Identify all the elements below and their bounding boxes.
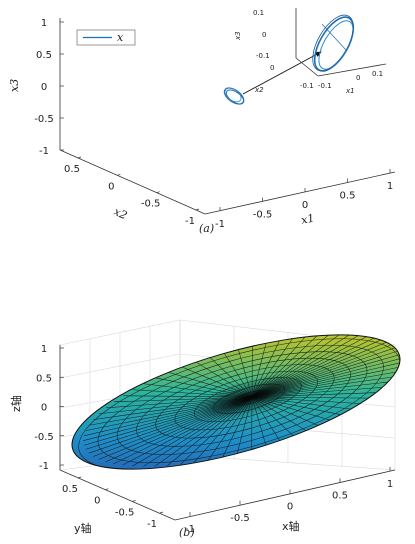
- a-y-tick-label-0: 0.5: [64, 164, 80, 175]
- b-surface: [71, 327, 414, 472]
- b-y-tick-label-1: 0: [94, 496, 100, 507]
- a-x-ticks: -1 -0.5 0 0.5 1: [215, 169, 393, 230]
- a-z-tick-label-1: 0.5: [36, 50, 52, 61]
- panel-a: 1 0.5 0 -0.5 -1 0.5 0 -0.5 -1 -1 -0.5 0 0.5 1 x3 x2…: [8, 8, 396, 235]
- b-y-tick-mark-3: [159, 511, 164, 514]
- a-y-tick-label-1: 0: [108, 181, 114, 192]
- a-inset-z-label: x3: [234, 31, 242, 41]
- a-x-tick-label-4: 1: [387, 181, 393, 192]
- a-inset-ytick-1: -0.1: [300, 82, 314, 90]
- a-z-tick-label-4: -1: [39, 146, 49, 157]
- a-inset-ytick-0: 0: [270, 64, 274, 72]
- b-x-tick-label-4: 1: [387, 479, 393, 490]
- a-inset-xtick-1: 0: [356, 74, 360, 82]
- a-z-tick-label-2: 0: [41, 82, 47, 93]
- a-z-ticks: 1 0.5 0 -0.5 -1: [34, 18, 64, 157]
- a-x-tick-label-3: 0.5: [340, 191, 356, 202]
- b-y-tick-label-3: -1: [147, 519, 157, 530]
- panel-b: 1 0.5 0 -0.5 -1 0.5 0 -0.5 -1 -1 -0.5 0 0.5 1 z轴 y轴…: [9, 319, 414, 539]
- a-y-axis-line: [59, 149, 206, 215]
- a-inset-x-label: x1: [345, 87, 355, 95]
- a-inset: 0.1 0 -0.1 x3 0 -0.1 x2 -0.1 0 0.1 x1: [234, 8, 387, 95]
- a-x-label: x1: [300, 211, 316, 226]
- a-y-tick-mark-2: [156, 191, 160, 193]
- a-x-tick-label-2: 0: [302, 200, 308, 211]
- b-x-label: x轴: [282, 519, 300, 533]
- a-y-ticks: 0.5 0 -0.5 -1: [64, 156, 200, 227]
- a-legend-label: x: [117, 31, 124, 44]
- a-inset-ztick-2: -0.1: [256, 52, 270, 60]
- a-x-axis-line: [204, 171, 396, 215]
- a-inset-ztick-1: 0: [262, 31, 266, 39]
- a-y-tick-mark-1: [117, 174, 121, 176]
- a-x-tick-label-0: -1: [215, 219, 225, 230]
- a-orbit-small: [223, 87, 245, 105]
- b-x-tick-label-0: -1: [185, 524, 195, 535]
- b-y-tick-mark-1: [105, 488, 109, 490]
- b-z-tick-label-1: 0.5: [36, 373, 52, 384]
- a-caption: (a): [199, 222, 214, 235]
- b-z-tick-label-2: 0: [41, 403, 47, 414]
- a-inset-ztick-0: 0.1: [253, 9, 264, 17]
- b-caption: (b): [179, 526, 195, 539]
- a-inset-xtick-0: -0.1: [318, 82, 332, 90]
- b-y-tick-label-2: -0.5: [115, 507, 135, 518]
- a-y-tick-label-3: -1: [185, 216, 195, 227]
- b-y-label: y轴: [74, 521, 92, 535]
- a-y-tick-mark-3: [195, 208, 200, 211]
- a-z-tick-label-0: 1: [41, 18, 47, 29]
- a-zoom-arrow: [242, 51, 322, 95]
- b-z-label: z轴: [9, 395, 23, 412]
- b-z-tick-label-4: -1: [39, 461, 49, 472]
- a-y-label: x2: [112, 205, 129, 222]
- a-y-tick-mark-0: [77, 156, 82, 159]
- b-y-tick-mark-0: [77, 476, 82, 479]
- b-x-ticks: -1 -0.5 0 0.5 1: [185, 467, 393, 535]
- b-y-tick-label-0: 0.5: [62, 484, 78, 495]
- b-z-ticks: 1 0.5 0 -0.5 -1: [34, 344, 64, 472]
- b-z-tick-label-0: 1: [41, 344, 47, 355]
- b-x-axis-line: [174, 469, 396, 521]
- b-z-tick-label-3: -0.5: [34, 432, 54, 443]
- a-x-tick-label-1: -0.5: [253, 210, 273, 221]
- b-y-tick-mark-2: [132, 500, 136, 502]
- b-x-tick-label-2: 0: [287, 502, 293, 513]
- a-y-tick-label-2: -0.5: [141, 199, 161, 210]
- a-inset-y-label: x2: [254, 86, 264, 94]
- a-inset-xtick-2: 0.1: [372, 70, 383, 78]
- b-x-tick-label-3: 0.5: [332, 490, 348, 501]
- b-y-ticks: 0.5 0 -0.5 -1: [62, 476, 164, 530]
- a-z-label: x3: [8, 79, 21, 92]
- b-x-tick-label-1: -0.5: [230, 513, 250, 524]
- a-z-tick-label-3: -0.5: [34, 114, 54, 125]
- b-y-axis-line: [59, 469, 176, 521]
